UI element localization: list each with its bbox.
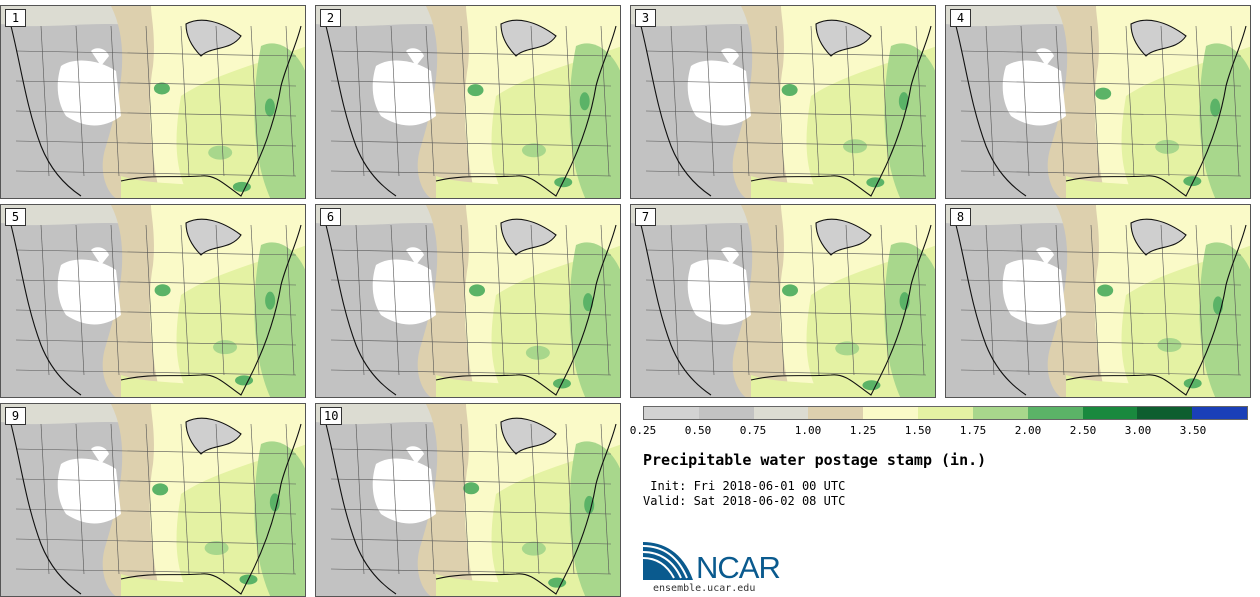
member-number-label: 2 [320, 9, 341, 27]
member-number-label: 7 [635, 208, 656, 226]
member-number-label: 1 [5, 9, 26, 27]
logo-url: ensemble.ucar.edu [653, 583, 756, 594]
colorbar-tick-label: 1.75 [959, 424, 987, 437]
colorbar-tick-label: 1.00 [794, 424, 822, 437]
plot-title: Precipitable water postage stamp (in.) [643, 451, 987, 469]
colorbar-segment [1137, 407, 1193, 419]
colorbar-tick-label: 3.50 [1179, 424, 1207, 437]
member-number-label: 3 [635, 9, 656, 27]
postage-stamp-map: 8 [945, 204, 1251, 398]
colorbar-segment [808, 407, 864, 419]
postage-stamp-map: 5 [0, 204, 306, 398]
postage-stamp-map: 1 [0, 5, 306, 199]
colorbar-segment [863, 407, 919, 419]
postage-stamp-map: 7 [630, 204, 936, 398]
colorbar-tick-label: 1.25 [849, 424, 877, 437]
postage-stamp-map: 4 [945, 5, 1251, 199]
postage-stamp-map: 10 [315, 403, 621, 597]
member-number-label: 8 [950, 208, 971, 226]
ncar-logo-text: NCAR [696, 550, 781, 585]
ncar-logo-icon [643, 542, 693, 580]
colorbar-tick-label: 0.50 [684, 424, 712, 437]
colorbar-tick-label: 0.25 [629, 424, 657, 437]
colorbar-segment [1027, 407, 1083, 419]
member-number-label: 10 [320, 407, 343, 425]
colorbar-segment [753, 407, 809, 419]
colorbar-segment [972, 407, 1028, 419]
colorbar-tick-label: 2.50 [1069, 424, 1097, 437]
postage-stamp-map: 2 [315, 5, 621, 199]
postage-stamp-map: 6 [315, 204, 621, 398]
colorbar-segment [918, 407, 973, 419]
colorbar-segment [644, 407, 699, 419]
colorbar-ticks: 0.25 0.50 0.75 1.00 1.25 1.50 1.75 2.00 2.50 3.00… [630, 424, 1260, 440]
postage-stamp-map: 3 [630, 5, 936, 199]
postage-stamp-map: 9 [0, 403, 306, 597]
member-number-label: 4 [950, 9, 971, 27]
member-number-label: 9 [5, 407, 26, 425]
colorbar-segment [1082, 407, 1138, 419]
member-number-label: 6 [320, 208, 341, 226]
colorbar-tick-label: 3.00 [1124, 424, 1152, 437]
colorbar-tick-label: 2.00 [1014, 424, 1042, 437]
colorbar [643, 406, 1248, 420]
colorbar-segment [698, 407, 754, 419]
colorbar-tick-label: 0.75 [739, 424, 767, 437]
init-time: Init: Fri 2018-06-01 00 UTC [643, 479, 846, 493]
valid-time: Valid: Sat 2018-06-02 08 UTC [643, 494, 846, 508]
colorbar-tick-label: 1.50 [904, 424, 932, 437]
member-number-label: 5 [5, 208, 26, 226]
colorbar-segment [1192, 407, 1247, 419]
